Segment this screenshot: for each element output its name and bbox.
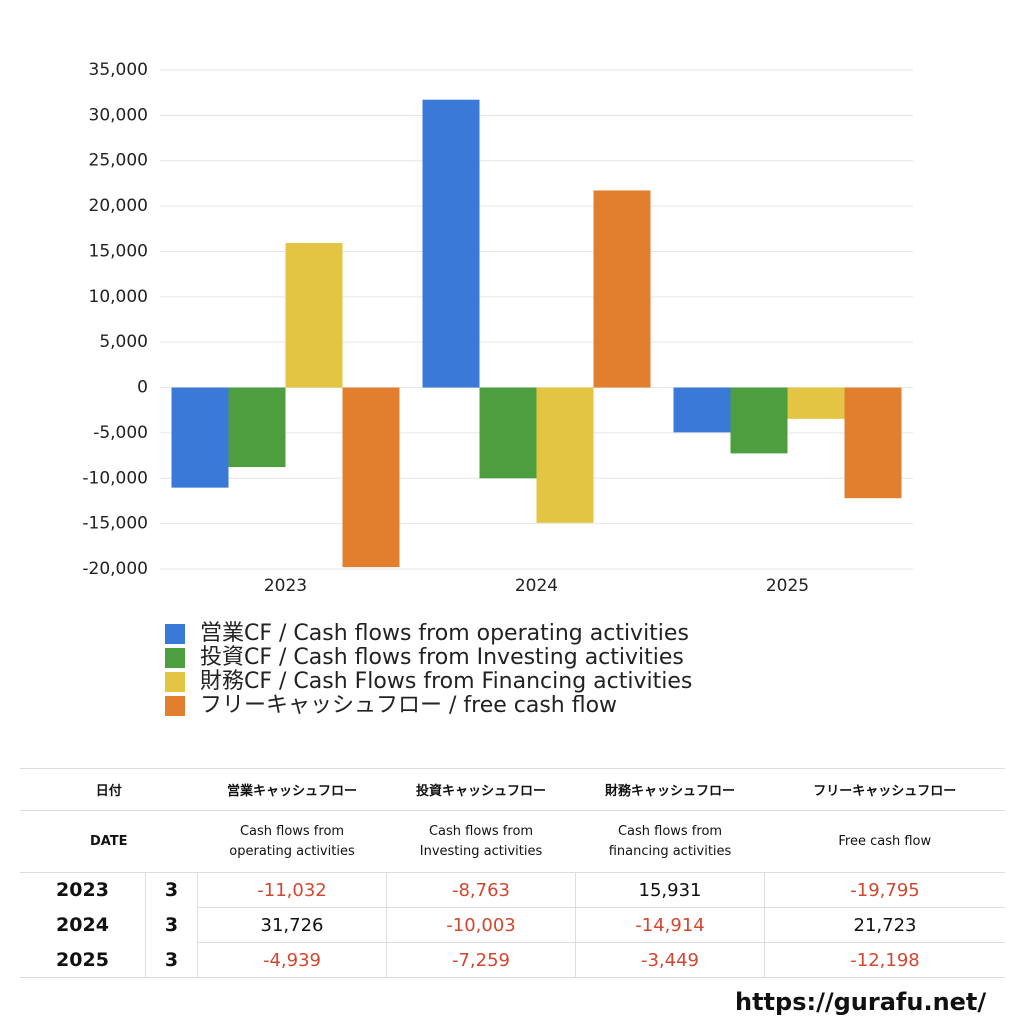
- bar: [844, 387, 902, 499]
- y-tick-label: 5,000: [99, 332, 148, 352]
- value-cell: -3,449: [575, 942, 765, 978]
- bar: [285, 243, 343, 388]
- legend-label: 財務CF / Cash Flows from Financing activit…: [200, 669, 692, 694]
- data-table: 日付 営業キャッシュフロー 投資キャッシュフロー 財務キャッシュフロー フリーキャッシュ…: [20, 768, 1005, 978]
- value-cell: -19,795: [764, 872, 1005, 908]
- y-tick-label: 30,000: [89, 105, 148, 125]
- legend-swatch: [165, 648, 185, 668]
- y-tick-label: -20,000: [82, 559, 148, 579]
- y-tick-label: 15,000: [89, 241, 148, 261]
- date-cell: 2024: [56, 914, 109, 936]
- x-tick-label: 2024: [515, 576, 558, 596]
- value-cell: -11,032: [197, 872, 387, 908]
- data-row: 2025 3 -4,939 -7,259 -3,449 -12,198: [20, 942, 1005, 978]
- header-cell: フリーキャッシュフロー: [764, 768, 1005, 811]
- y-tick-label: -5,000: [93, 423, 148, 443]
- bar: [342, 387, 400, 568]
- header-cell: 日付: [20, 768, 198, 811]
- bar: [422, 99, 480, 388]
- header-cell: Cash flows from operating activities: [197, 810, 387, 873]
- value-cell: 31,726: [197, 907, 387, 943]
- bar: [536, 387, 594, 523]
- data-row: 2023 3 -11,032 -8,763 15,931 -19,795: [20, 872, 1005, 908]
- legend-swatch: [165, 624, 185, 644]
- bar: [730, 387, 788, 454]
- legend-label: 投資CF / Cash flows from Investing activit…: [200, 645, 684, 670]
- header-cell: DATE: [20, 810, 198, 873]
- header-cell: 財務キャッシュフロー: [575, 768, 765, 811]
- header-row: DATE Cash flows from operating activities…: [20, 810, 1005, 873]
- date-cell: 3: [145, 942, 198, 978]
- header-cell: 営業キャッシュフロー: [197, 768, 387, 811]
- y-tick-label: -15,000: [82, 514, 148, 534]
- y-tick-label: 35,000: [89, 60, 148, 80]
- date-cell: 3: [145, 907, 198, 943]
- value-cell: -8,763: [386, 872, 576, 908]
- value-cell: -12,198: [764, 942, 1005, 978]
- value-cell: -7,259: [386, 942, 576, 978]
- header-cell: Free cash flow: [764, 810, 1005, 873]
- y-tick-label: 10,000: [89, 287, 148, 307]
- legend-label: フリーキャッシュフロー / free cash flow: [200, 693, 617, 718]
- legend-swatch: [165, 672, 185, 692]
- data-row: 2024 3 31,726 -10,003 -14,914 21,723: [20, 907, 1005, 943]
- date-cell: 2025: [20, 942, 146, 978]
- date-cell: 3: [145, 872, 198, 908]
- header-cell: Cash flows from financing activities: [575, 810, 765, 873]
- legend-swatch: [165, 696, 185, 716]
- bar: [171, 387, 229, 488]
- value-cell: 15,931: [575, 872, 765, 908]
- value-cell: 21,723: [764, 907, 1005, 943]
- x-tick-label: 2023: [264, 576, 307, 596]
- x-tick-label: 2025: [766, 576, 809, 596]
- legend-label: 営業CF / Cash flows from operating activit…: [200, 621, 689, 646]
- value-cell: -4,939: [197, 942, 387, 978]
- footer-url: https://gurafu.net/: [735, 988, 987, 1016]
- date-cell: 2023: [20, 872, 146, 908]
- bar: [228, 387, 286, 468]
- chart: -20,000 -15,000 -10,000 -5,000 0 5,000 10,000 1…: [82, 60, 913, 718]
- header-cell: 投資キャッシュフロー: [386, 768, 576, 811]
- y-tick-label: -10,000: [82, 468, 148, 488]
- bar: [593, 190, 651, 388]
- bar: [479, 387, 537, 479]
- header-row: 日付 営業キャッシュフロー 投資キャッシュフロー 財務キャッシュフロー フリーキャッシュ…: [20, 768, 1005, 811]
- value-cell: -10,003: [386, 907, 576, 943]
- value-cell: -14,914: [575, 907, 765, 943]
- y-tick-label: 25,000: [89, 151, 148, 171]
- bar: [673, 387, 731, 433]
- header-cell: Cash flows from Investing activities: [386, 810, 576, 873]
- y-tick-label: 0: [137, 378, 148, 398]
- bar: [787, 387, 845, 419]
- y-tick-label: 20,000: [89, 196, 148, 216]
